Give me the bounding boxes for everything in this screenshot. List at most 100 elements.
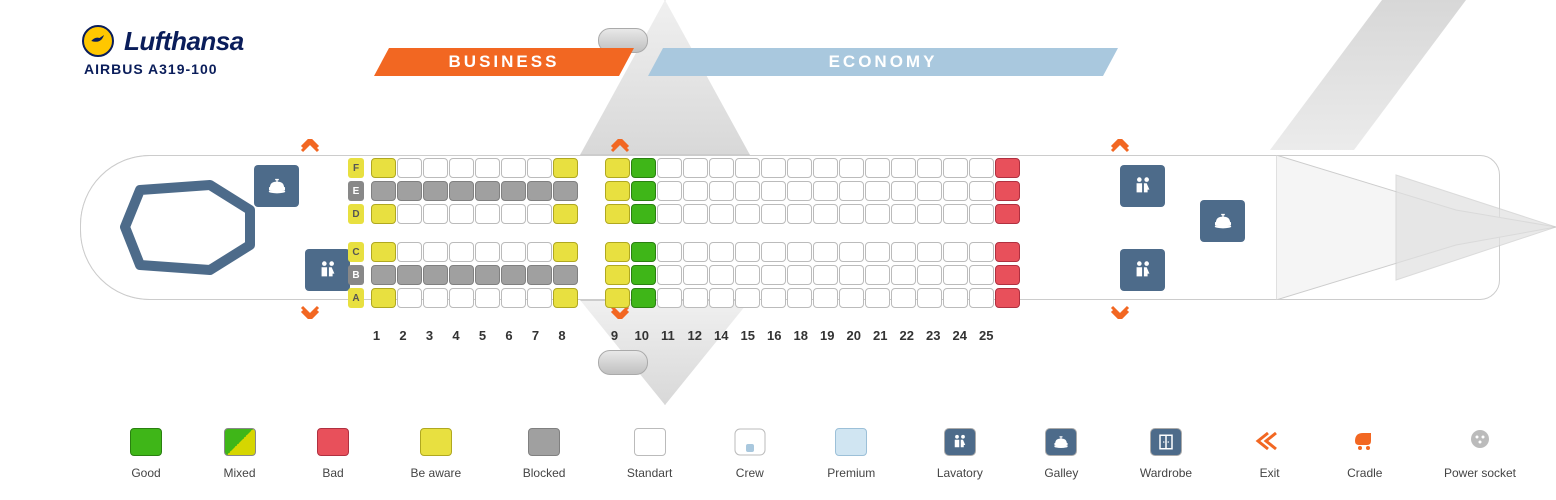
seat[interactable] — [917, 242, 942, 262]
seat[interactable] — [605, 265, 630, 285]
seat[interactable] — [735, 158, 760, 178]
seat[interactable] — [813, 288, 838, 308]
seat[interactable] — [449, 288, 474, 308]
seat[interactable] — [449, 204, 474, 224]
seat[interactable] — [865, 158, 890, 178]
seat[interactable] — [943, 204, 968, 224]
seat[interactable] — [397, 265, 422, 285]
seat[interactable] — [501, 204, 526, 224]
seat[interactable] — [631, 204, 656, 224]
seat[interactable] — [371, 242, 396, 262]
seat[interactable] — [657, 158, 682, 178]
seat[interactable] — [943, 181, 968, 201]
seat[interactable] — [371, 265, 396, 285]
seat[interactable] — [657, 288, 682, 308]
seat[interactable] — [891, 204, 916, 224]
seat[interactable] — [683, 204, 708, 224]
seat[interactable] — [423, 288, 448, 308]
seat[interactable] — [839, 288, 864, 308]
seat[interactable] — [761, 204, 786, 224]
seat[interactable] — [657, 242, 682, 262]
seat[interactable] — [501, 158, 526, 178]
seat[interactable] — [397, 181, 422, 201]
seat[interactable] — [605, 158, 630, 178]
seat[interactable] — [631, 288, 656, 308]
seat[interactable] — [553, 181, 578, 201]
seat[interactable] — [423, 204, 448, 224]
seat[interactable] — [501, 288, 526, 308]
seat[interactable] — [787, 204, 812, 224]
seat[interactable] — [969, 181, 994, 201]
seat[interactable] — [735, 181, 760, 201]
seat[interactable] — [423, 265, 448, 285]
seat[interactable] — [605, 242, 630, 262]
seat[interactable] — [475, 265, 500, 285]
seat[interactable] — [527, 204, 552, 224]
seat[interactable] — [917, 204, 942, 224]
seat[interactable] — [787, 242, 812, 262]
seat[interactable] — [709, 204, 734, 224]
seat[interactable] — [969, 158, 994, 178]
seat[interactable] — [813, 204, 838, 224]
seat[interactable] — [735, 265, 760, 285]
seat[interactable] — [371, 204, 396, 224]
seat[interactable] — [813, 181, 838, 201]
seat[interactable] — [475, 242, 500, 262]
seat[interactable] — [839, 242, 864, 262]
seat[interactable] — [631, 158, 656, 178]
seat[interactable] — [475, 204, 500, 224]
seat[interactable] — [865, 204, 890, 224]
seat[interactable] — [865, 288, 890, 308]
seat[interactable] — [423, 158, 448, 178]
seat[interactable] — [943, 288, 968, 308]
seat[interactable] — [735, 242, 760, 262]
seat[interactable] — [449, 158, 474, 178]
seat[interactable] — [943, 265, 968, 285]
seat[interactable] — [813, 265, 838, 285]
seat[interactable] — [605, 181, 630, 201]
seat[interactable] — [969, 204, 994, 224]
seat[interactable] — [553, 158, 578, 178]
seat[interactable] — [995, 242, 1020, 262]
seat[interactable] — [943, 158, 968, 178]
seat[interactable] — [527, 265, 552, 285]
seat[interactable] — [553, 242, 578, 262]
seat[interactable] — [865, 265, 890, 285]
seat[interactable] — [891, 158, 916, 178]
seat[interactable] — [423, 181, 448, 201]
seat[interactable] — [969, 242, 994, 262]
seat[interactable] — [787, 265, 812, 285]
seat[interactable] — [553, 288, 578, 308]
seat[interactable] — [683, 288, 708, 308]
seat[interactable] — [527, 158, 552, 178]
seat[interactable] — [891, 181, 916, 201]
seat[interactable] — [501, 265, 526, 285]
seat[interactable] — [839, 204, 864, 224]
seat[interactable] — [527, 181, 552, 201]
seat[interactable] — [449, 265, 474, 285]
seat[interactable] — [995, 204, 1020, 224]
seat[interactable] — [917, 265, 942, 285]
seat[interactable] — [865, 242, 890, 262]
seat[interactable] — [605, 288, 630, 308]
seat[interactable] — [709, 242, 734, 262]
seat[interactable] — [501, 242, 526, 262]
seat[interactable] — [397, 242, 422, 262]
seat[interactable] — [735, 204, 760, 224]
seat[interactable] — [761, 181, 786, 201]
seat[interactable] — [917, 158, 942, 178]
seat[interactable] — [553, 265, 578, 285]
seat[interactable] — [709, 288, 734, 308]
seat[interactable] — [917, 288, 942, 308]
seat[interactable] — [449, 242, 474, 262]
seat[interactable] — [787, 158, 812, 178]
seat[interactable] — [475, 288, 500, 308]
seat[interactable] — [995, 288, 1020, 308]
seat[interactable] — [683, 242, 708, 262]
seat[interactable] — [397, 204, 422, 224]
seat[interactable] — [891, 288, 916, 308]
seat[interactable] — [449, 181, 474, 201]
seat[interactable] — [631, 265, 656, 285]
seat[interactable] — [371, 288, 396, 308]
seat[interactable] — [969, 288, 994, 308]
